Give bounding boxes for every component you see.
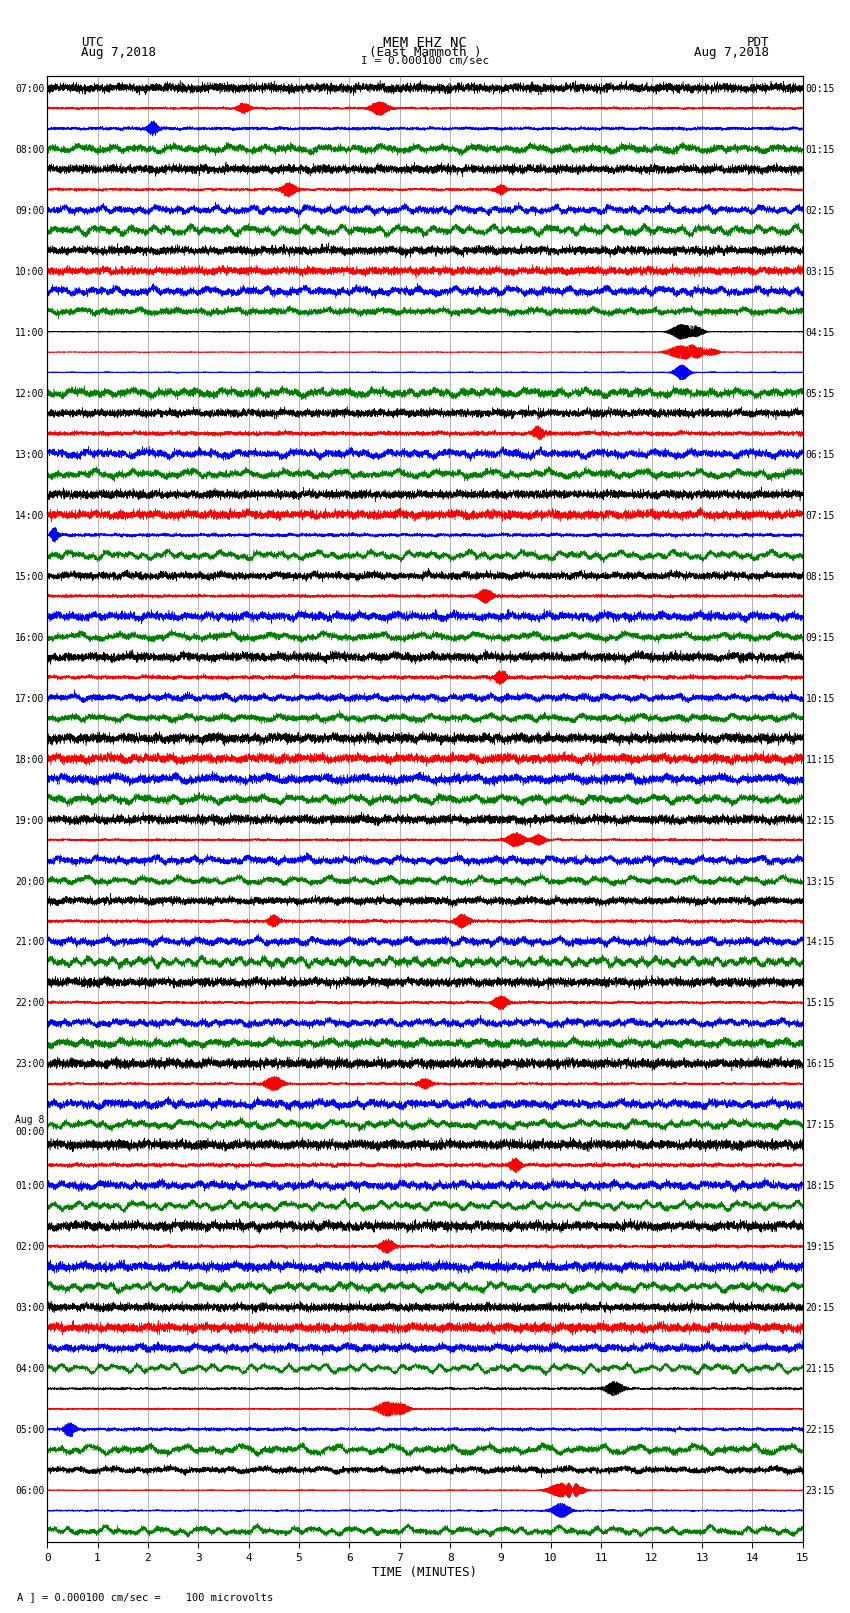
Text: Aug 7,2018: Aug 7,2018 xyxy=(694,45,769,60)
Text: MEM EHZ NC: MEM EHZ NC xyxy=(383,37,467,50)
Text: UTC: UTC xyxy=(81,37,103,50)
Text: I = 0.000100 cm/sec: I = 0.000100 cm/sec xyxy=(361,56,489,66)
Text: PDT: PDT xyxy=(747,37,769,50)
Text: A ] = 0.000100 cm/sec =    100 microvolts: A ] = 0.000100 cm/sec = 100 microvolts xyxy=(17,1592,273,1602)
Text: (East Mammoth ): (East Mammoth ) xyxy=(369,45,481,60)
X-axis label: TIME (MINUTES): TIME (MINUTES) xyxy=(372,1566,478,1579)
Text: Aug 7,2018: Aug 7,2018 xyxy=(81,45,156,60)
